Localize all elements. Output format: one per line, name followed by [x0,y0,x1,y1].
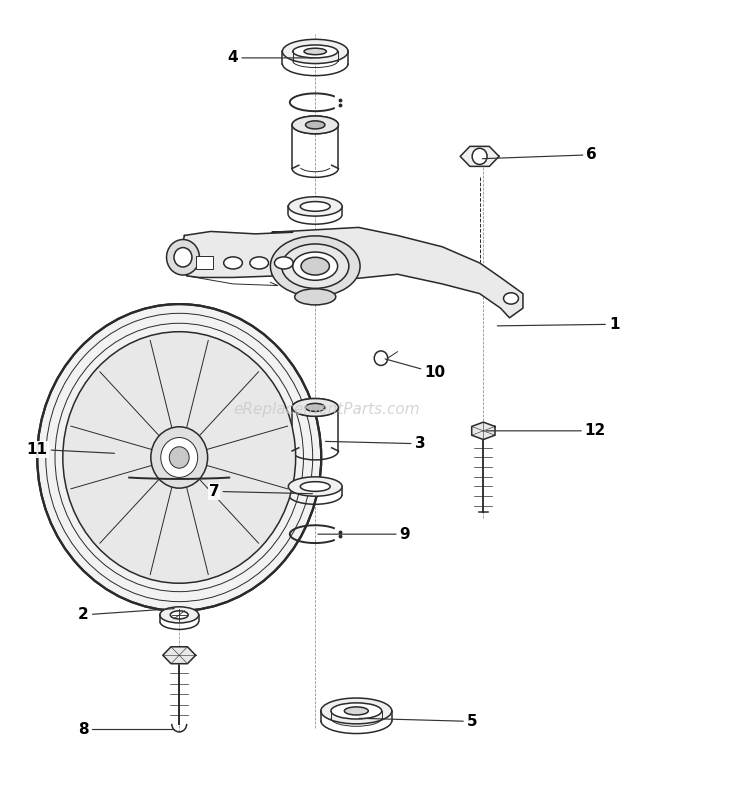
Ellipse shape [292,399,338,416]
Polygon shape [472,422,495,440]
Ellipse shape [274,257,293,269]
Ellipse shape [305,121,325,129]
Ellipse shape [250,257,268,269]
Ellipse shape [304,49,326,54]
Ellipse shape [344,707,368,715]
Polygon shape [460,147,499,166]
Circle shape [472,148,487,164]
Ellipse shape [224,257,242,269]
Ellipse shape [331,703,382,719]
Ellipse shape [292,399,338,416]
Text: 5: 5 [359,714,478,729]
Ellipse shape [170,611,188,619]
Ellipse shape [503,292,518,304]
Text: 8: 8 [78,722,174,737]
Text: 1: 1 [497,317,620,332]
Ellipse shape [288,477,342,497]
Polygon shape [196,257,213,270]
Text: eReplacementParts.com: eReplacementParts.com [233,402,420,416]
Ellipse shape [282,40,348,63]
Ellipse shape [300,202,330,211]
Text: 2: 2 [78,608,174,622]
Ellipse shape [292,45,338,58]
Polygon shape [179,228,523,318]
Ellipse shape [292,116,338,134]
Ellipse shape [292,116,338,134]
Text: 11: 11 [27,442,115,457]
Circle shape [160,437,198,477]
Circle shape [374,351,388,365]
Circle shape [63,332,296,583]
Circle shape [38,304,321,611]
Text: 4: 4 [228,50,313,66]
Text: 10: 10 [386,359,446,380]
Ellipse shape [281,244,349,288]
Text: 9: 9 [318,526,410,542]
Text: 3: 3 [326,437,425,451]
Ellipse shape [288,197,342,216]
Ellipse shape [295,288,336,305]
Ellipse shape [271,236,360,296]
Ellipse shape [305,403,325,411]
Polygon shape [163,646,196,663]
Text: 12: 12 [486,424,606,438]
Ellipse shape [160,607,199,623]
Text: 7: 7 [209,484,313,499]
Ellipse shape [301,258,329,275]
Circle shape [151,427,208,488]
Circle shape [166,240,200,275]
Ellipse shape [292,252,338,280]
Text: 6: 6 [482,147,597,162]
Circle shape [174,248,192,267]
Ellipse shape [321,698,392,724]
Ellipse shape [300,482,330,492]
Circle shape [170,447,189,468]
